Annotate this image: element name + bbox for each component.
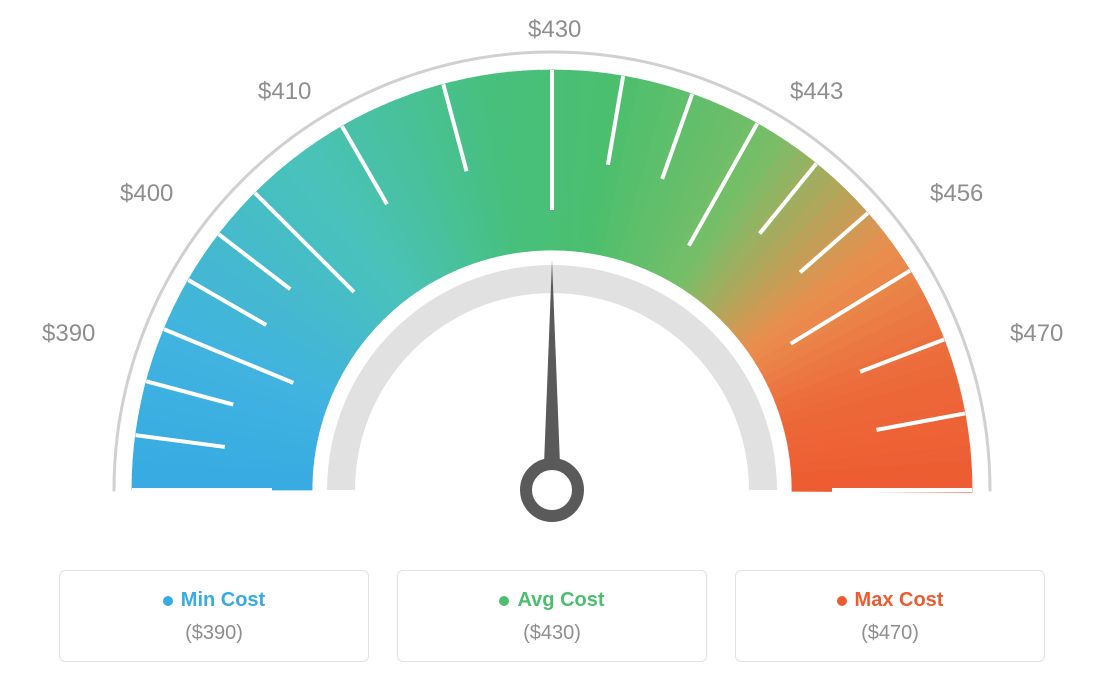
legend-dot-avg xyxy=(499,596,509,606)
legend-value-max: ($470) xyxy=(746,622,1034,645)
gauge-tick-label: $390 xyxy=(42,320,95,348)
gauge-tick-label: $400 xyxy=(120,180,173,208)
legend-title-avg-text: Avg Cost xyxy=(517,589,604,612)
legend-title-min: Min Cost xyxy=(163,589,265,612)
gauge-tick-label: $410 xyxy=(258,78,311,106)
gauge-svg xyxy=(0,0,1104,560)
legend-card-min: Min Cost ($390) xyxy=(59,570,369,662)
legend-row: Min Cost ($390) Avg Cost ($430) Max Cost… xyxy=(0,570,1104,662)
legend-title-min-text: Min Cost xyxy=(181,589,265,612)
legend-title-avg: Avg Cost xyxy=(499,589,604,612)
legend-title-max: Max Cost xyxy=(837,589,944,612)
legend-dot-max xyxy=(837,596,847,606)
legend-dot-min xyxy=(163,596,173,606)
gauge-tick-label: $443 xyxy=(790,78,843,106)
legend-title-max-text: Max Cost xyxy=(855,589,944,612)
gauge-tick-label: $456 xyxy=(930,180,983,208)
legend-card-max: Max Cost ($470) xyxy=(735,570,1045,662)
legend-value-min: ($390) xyxy=(70,622,358,645)
gauge-tick-label: $470 xyxy=(1010,320,1063,348)
gauge-tick-label: $430 xyxy=(528,16,581,44)
legend-card-avg: Avg Cost ($430) xyxy=(397,570,707,662)
legend-value-avg: ($430) xyxy=(408,622,696,645)
gauge-chart: $390 $400 $410 $430 $443 $456 $470 xyxy=(0,0,1104,560)
